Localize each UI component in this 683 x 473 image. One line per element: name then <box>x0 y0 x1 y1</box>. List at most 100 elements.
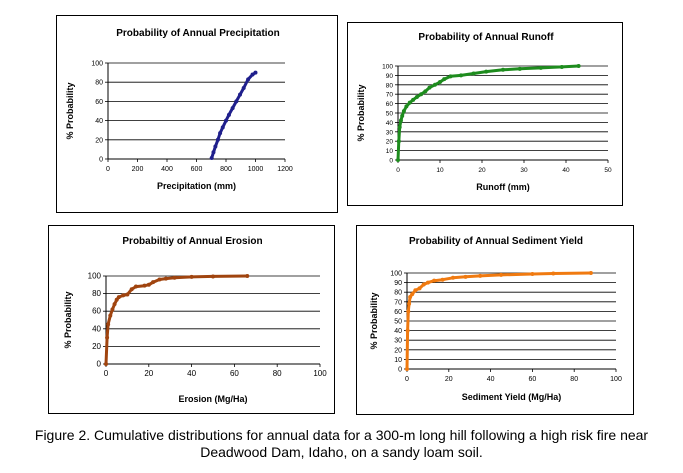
erosion-x-tick-label: 40 <box>187 369 196 378</box>
sediment-data-point <box>413 288 418 293</box>
sediment-y-tick-label: 60 <box>394 309 402 316</box>
sediment-y-tick-label: 10 <box>394 357 402 364</box>
sediment-data-point <box>450 275 455 280</box>
precip-data-point <box>220 125 225 130</box>
runoff-y-tick-label: 30 <box>386 129 394 136</box>
erosion-data-point <box>104 362 108 366</box>
runoff-y-tick-label: 90 <box>386 73 394 80</box>
precip-x-axis-label: Precipitation (mm) <box>157 181 236 191</box>
sediment-data-point <box>440 277 445 282</box>
runoff-data-point <box>407 100 412 105</box>
sediment-y-tick-label: 90 <box>394 280 402 287</box>
precip-chart-title: Probability of Annual Precipitation <box>116 28 280 39</box>
erosion-data-point <box>110 307 115 312</box>
sediment-data-point <box>410 292 415 297</box>
sediment-x-tick-label: 20 <box>445 376 453 383</box>
figure-caption: Figure 2. Cumulative distributions for a… <box>0 427 683 461</box>
runoff-data-point <box>401 109 406 114</box>
sediment-data-point <box>405 328 410 333</box>
precip-x-tick-label: 0 <box>106 166 110 173</box>
runoff-x-tick-label: 30 <box>520 167 528 174</box>
runoff-data-point <box>559 64 564 69</box>
erosion-data-point <box>163 276 168 281</box>
erosion-data-point <box>108 313 113 318</box>
precip-x-tick-label: 400 <box>161 166 173 173</box>
runoff-data-point <box>538 65 543 70</box>
precip-data-point <box>238 92 243 97</box>
sediment-x-tick-label: 60 <box>529 376 537 383</box>
precipitation-chart-panel: Probability of Annual Precipitation 0 20 40… <box>56 15 338 213</box>
precipitation-chart: Probability of Annual Precipitation 0 20 40… <box>65 28 293 191</box>
runoff-x-axis-label: Runoff (mm) <box>476 182 530 192</box>
sediment-data-point <box>405 367 409 371</box>
sediment-y-tick-label: 0 <box>398 367 402 374</box>
sediment-y-tick-label: 30 <box>394 338 402 345</box>
sediment-data-point <box>417 286 422 291</box>
erosion-data-point <box>105 335 110 340</box>
runoff-data-point <box>419 92 424 97</box>
sediment-data-point <box>478 273 483 278</box>
runoff-x-tick-label: 10 <box>436 167 444 174</box>
erosion-y-axis-label: % Probability <box>63 291 73 348</box>
precip-y-tick-label: 20 <box>95 137 103 144</box>
runoff-data-point <box>484 69 489 74</box>
erosion-data-point <box>112 302 117 307</box>
runoff-data-point <box>576 64 581 68</box>
runoff-data-point <box>438 79 442 84</box>
runoff-y-tick-label: 100 <box>382 64 393 71</box>
precip-data-point <box>211 150 216 155</box>
sediment-x-tick-label: 100 <box>610 376 622 383</box>
precip-data-point <box>250 72 255 77</box>
runoff-y-tick-label: 80 <box>386 82 394 89</box>
erosion-data-point <box>146 282 151 287</box>
erosion-y-tick-label: 20 <box>92 342 101 351</box>
runoff-chart-panel: Probability of Annual Runoff 0 10 20 30 40 50 6… <box>347 22 623 206</box>
sediment-data-point <box>530 271 535 276</box>
runoff-y-tick-label: 50 <box>386 111 394 118</box>
erosion-data-point <box>133 284 138 289</box>
erosion-x-tick-label: 80 <box>273 369 282 378</box>
runoff-chart-title: Probability of Annual Runoff <box>418 32 554 43</box>
sediment-data-point <box>421 282 426 287</box>
runoff-x-tick-label: 50 <box>604 167 612 174</box>
erosion-data-point <box>189 274 194 279</box>
precip-y-tick-label: 40 <box>95 118 103 125</box>
runoff-data-point <box>432 82 437 87</box>
precip-x-tick-label: 800 <box>220 166 232 173</box>
sediment-y-tick-label: 50 <box>394 319 402 326</box>
precip-y-tick-label: 80 <box>95 80 103 87</box>
sediment-data-point <box>588 271 593 275</box>
sediment-data-point <box>408 295 413 299</box>
precip-x-tick-label: 600 <box>191 166 203 173</box>
erosion-x-tick-label: 60 <box>230 369 239 378</box>
sediment-y-tick-label: 40 <box>394 328 402 335</box>
precip-data-point <box>246 77 251 82</box>
precip-x-tick-label: 1200 <box>277 166 293 173</box>
runoff-y-tick-label: 60 <box>386 101 394 108</box>
sediment-y-tick-label: 80 <box>394 290 402 297</box>
runoff-y-tick-label: 70 <box>386 92 394 99</box>
runoff-chart: Probability of Annual Runoff 0 10 20 30 40 50 6… <box>356 32 612 192</box>
runoff-y-tick-label: 40 <box>386 120 394 127</box>
runoff-data-point <box>448 74 453 79</box>
sediment-y-tick-label: 20 <box>394 347 402 354</box>
precip-x-tick-label: 1000 <box>248 166 264 173</box>
runoff-x-tick-label: 20 <box>478 167 486 174</box>
sediment-x-tick-label: 80 <box>570 376 578 383</box>
erosion-data-point <box>129 287 134 292</box>
erosion-data-point <box>116 295 121 300</box>
precip-y-axis-label: % Probability <box>65 82 75 139</box>
runoff-data-point <box>442 77 447 82</box>
erosion-y-tick-label: 40 <box>92 324 101 333</box>
runoff-data-point <box>397 125 402 130</box>
precip-series-line <box>210 71 257 159</box>
runoff-data-point <box>396 139 401 144</box>
runoff-x-tick-label: 40 <box>562 167 570 174</box>
erosion-data-point <box>151 280 156 285</box>
runoff-data-point <box>517 66 522 71</box>
erosion-data-point <box>106 322 111 327</box>
erosion-x-axis-label: Erosion (Mg/Ha) <box>179 394 248 404</box>
sediment-yield-chart: Probability of Annual Sediment Yield 0 10 2… <box>369 236 622 402</box>
precip-data-point <box>241 85 246 90</box>
sediment-x-axis-label: Sediment Yield (Mg/Ha) <box>462 392 562 402</box>
